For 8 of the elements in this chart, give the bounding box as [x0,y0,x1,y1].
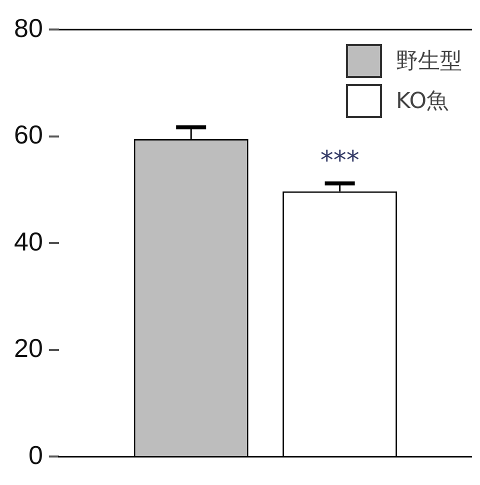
y-tick-label: 80 [14,12,43,43]
y-tick-label: 40 [14,226,43,256]
legend-label: 野生型 [396,48,462,76]
y-tick-label: 0 [28,440,43,470]
y-tick-label: 60 [14,120,43,150]
y-tick-label: 20 [14,333,43,364]
text: KO魚 [396,88,449,116]
annotation: *** [320,146,360,176]
